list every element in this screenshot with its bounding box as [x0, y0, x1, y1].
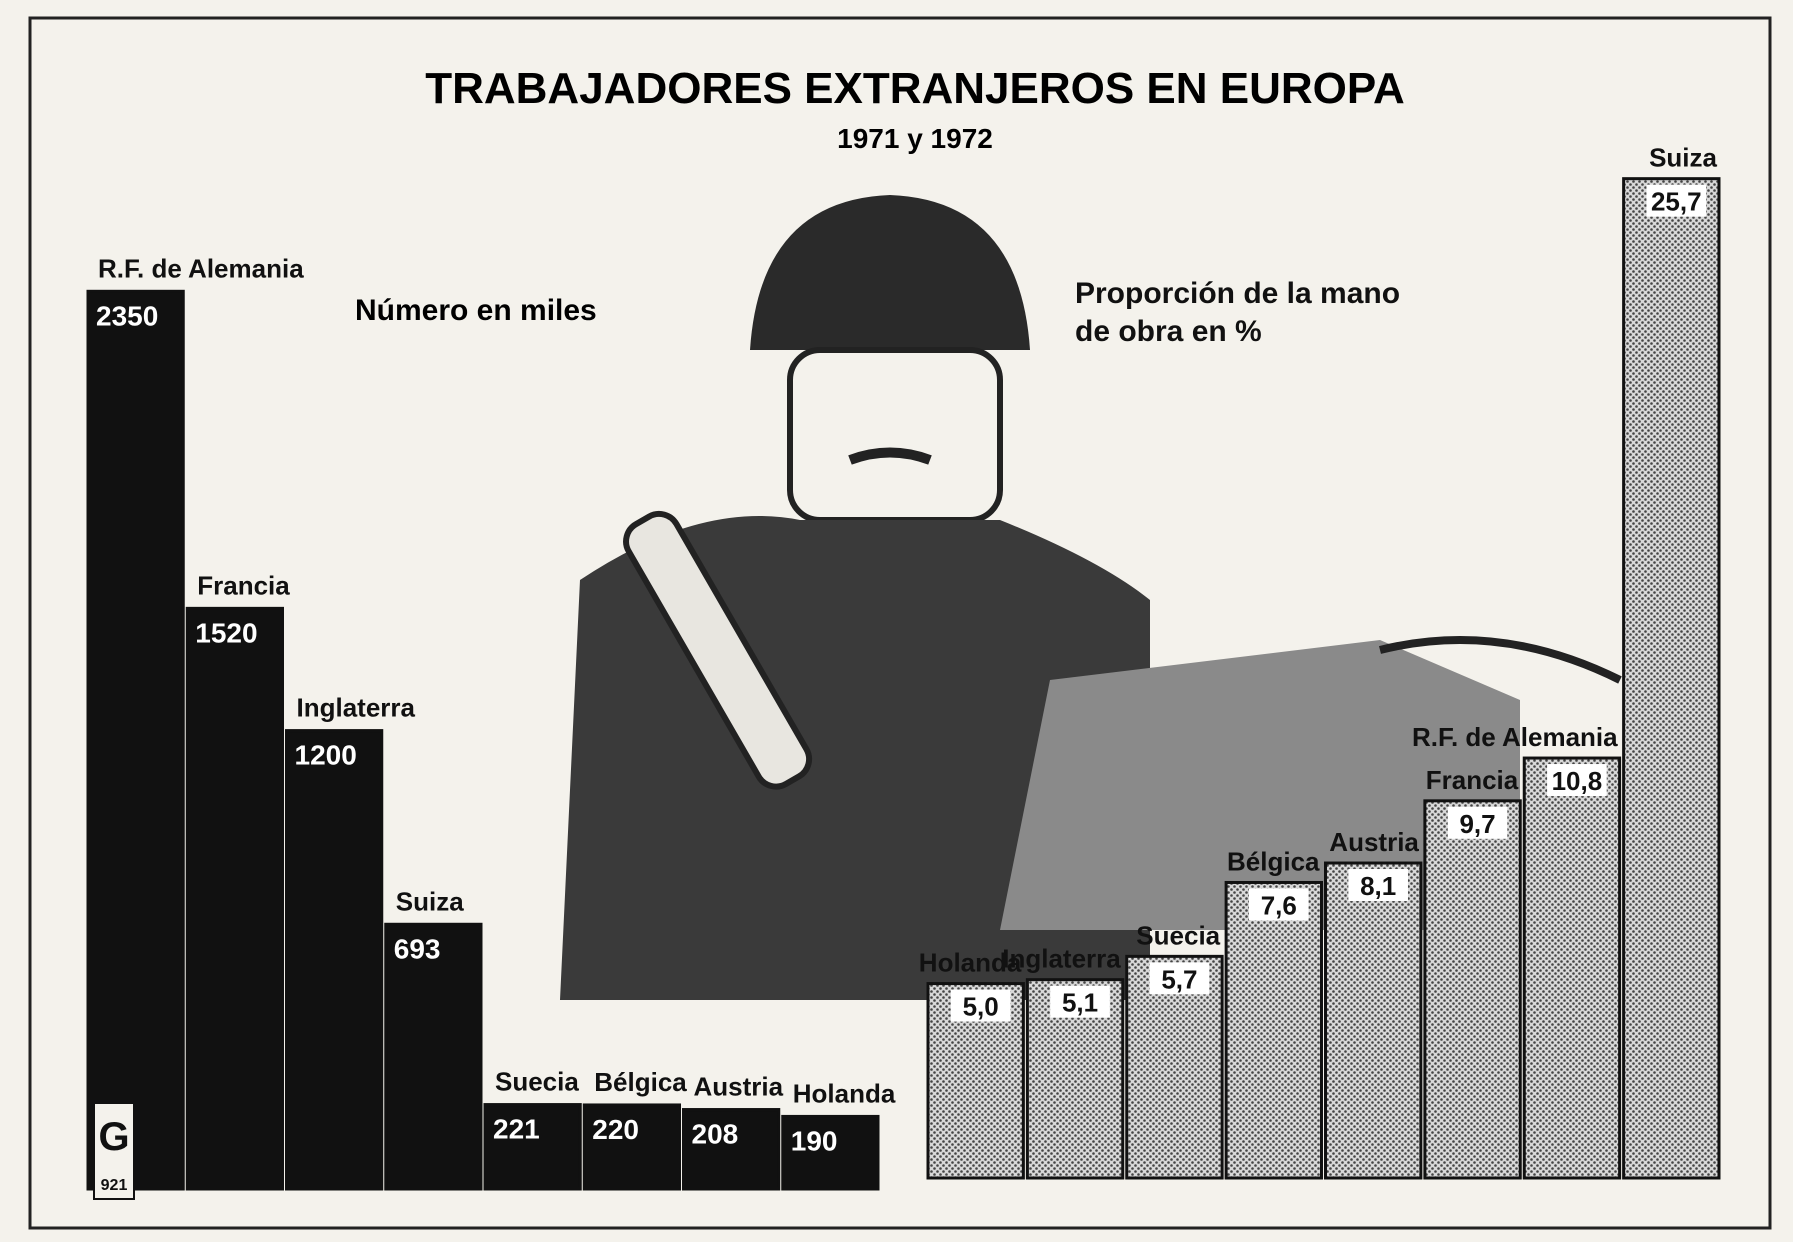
value-label: 190 [791, 1125, 838, 1156]
chart-title: Número en miles [355, 294, 597, 327]
value-label: 1200 [295, 740, 357, 771]
bar [1326, 863, 1421, 1178]
value-label: 208 [692, 1119, 739, 1150]
category-label: Austria [1329, 827, 1419, 857]
value-label: 693 [394, 933, 441, 964]
category-label: Suiza [396, 886, 464, 916]
value-label: 8,1 [1360, 871, 1396, 901]
category-label: R.F. de Alemania [98, 253, 304, 283]
chart-title: Proporción de la mano de obra en % [1075, 275, 1405, 351]
category-label: Inglaterra [297, 693, 416, 723]
bar [187, 608, 282, 1189]
category-label: Holanda [793, 1078, 896, 1108]
value-label: 7,6 [1261, 890, 1297, 920]
bar [1524, 758, 1619, 1178]
category-label: Suecia [495, 1067, 579, 1097]
category-label: Inglaterra [1002, 944, 1121, 974]
bar [287, 731, 382, 1189]
category-label: Bélgica [1227, 846, 1320, 876]
bar [88, 291, 183, 1189]
value-label: 9,7 [1459, 809, 1495, 839]
value-label: 2350 [96, 300, 158, 331]
category-label: Bélgica [594, 1067, 687, 1097]
page: TRABAJADORES EXTRANJEROS EN EUROPA 1971 … [0, 0, 1793, 1242]
logo-letter: G [98, 1115, 129, 1159]
category-label: Suiza [1649, 143, 1717, 173]
value-label: 220 [592, 1114, 639, 1145]
value-label: 5,0 [963, 992, 999, 1022]
title: TRABAJADORES EXTRANJEROS EN EUROPA [425, 64, 1405, 113]
bar [1226, 882, 1321, 1178]
category-label: R.F. de Alemania [1412, 722, 1618, 752]
chart: TRABAJADORES EXTRANJEROS EN EUROPA 1971 … [0, 0, 1793, 1242]
value-label: 5,1 [1062, 988, 1098, 1018]
bar [1425, 801, 1520, 1178]
subtitle: 1971 y 1972 [837, 123, 993, 154]
value-label: 25,7 [1651, 187, 1702, 217]
value-label: 221 [493, 1114, 540, 1145]
bar [1624, 179, 1719, 1178]
value-label: 1520 [195, 617, 257, 648]
logo-code: 921 [101, 1177, 128, 1194]
category-label: Francia [1426, 765, 1519, 795]
category-label: Suecia [1136, 920, 1220, 950]
value-label: 5,7 [1161, 964, 1197, 994]
value-label: 10,8 [1552, 766, 1603, 796]
category-label: Austria [694, 1072, 784, 1102]
category-label: Francia [197, 570, 290, 600]
